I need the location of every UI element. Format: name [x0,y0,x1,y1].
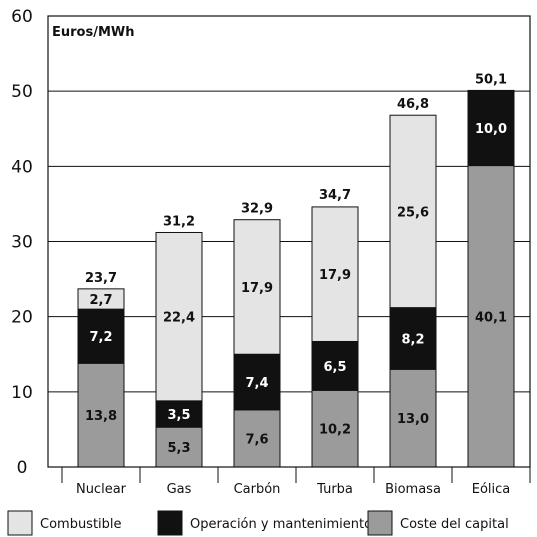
bar-total-label: 34,7 [319,188,351,203]
bar-value-label: 7,4 [245,376,268,391]
bar-total-label: 32,9 [241,202,273,217]
x-category-label: Carbón [234,482,281,497]
bars: 13,8 7,2 2,7 23,7 5,3 3,5 22,4 31,2 7,6 7,4 17,9 32… [78,72,514,467]
bar-total-label: 50,1 [475,72,507,87]
bar-value-label: 6,5 [323,360,346,375]
bar-total-label: 31,2 [163,214,195,229]
x-category-label: Nuclear [76,482,127,497]
bar-value-label: 8,2 [401,332,424,347]
bar-total-label: 46,8 [397,97,429,112]
y-tick-label: 60 [11,7,33,27]
bar-total-label: 23,7 [85,271,117,286]
y-tick-label: 10 [11,383,33,403]
bar-value-label: 22,4 [163,311,195,326]
y-tick-label: 40 [11,157,33,177]
legend-swatch [158,511,182,535]
bar-value-label: 40,1 [475,310,507,325]
legend-swatch [8,511,32,535]
y-tick-label: 0 [17,458,28,478]
bar-value-label: 7,6 [245,432,268,447]
bar-value-label: 13,8 [85,409,117,424]
legend-label: Combustible [40,517,122,532]
legend-label: Coste del capital [400,517,509,532]
bar-value-label: 10,0 [475,122,507,137]
bar-value-label: 3,5 [167,408,190,423]
bar-value-label: 13,0 [397,412,429,427]
bar-value-label: 17,9 [319,268,351,283]
legend-label: Operación y mantenimiento [190,517,372,532]
bar-value-label: 2,7 [89,293,112,308]
unit-label: Euros/MWh [52,25,135,40]
x-category-label: Turba [316,482,353,497]
x-category-label: Eólica [472,482,511,497]
legend: Combustible Operación y mantenimiento Cost… [8,511,509,535]
bar-value-label: 7,2 [89,330,112,345]
x-category-label: Gas [167,482,192,497]
bar-value-label: 5,3 [167,441,190,456]
y-tick-label: 20 [11,308,33,328]
bar-value-label: 10,2 [319,423,351,438]
bar-value-label: 17,9 [241,281,273,296]
x-category-label: Biomasa [385,482,441,497]
legend-swatch [368,511,392,535]
y-tick-label: 30 [11,233,33,253]
bar-value-label: 25,6 [397,205,429,220]
y-tick-label: 50 [11,82,33,102]
